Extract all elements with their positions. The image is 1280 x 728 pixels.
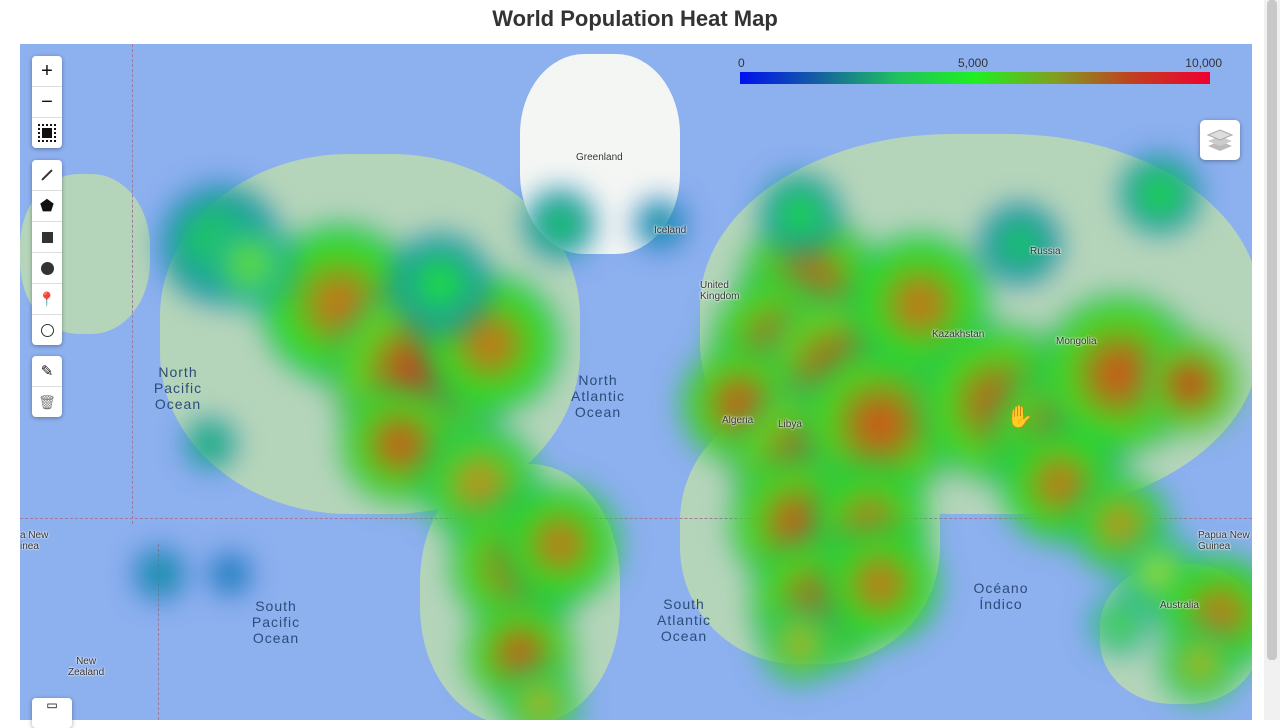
zoom-out-button[interactable]: − [32,87,62,118]
draw-circlemarker-button[interactable] [32,315,62,345]
place-libya: Libya [778,419,802,430]
heat-blob [1120,154,1200,234]
place-kazakhstan: Kazakhstan [932,329,985,340]
edit-icon: ✎ [40,363,54,380]
heat-blob [980,204,1060,284]
place-mongolia: Mongolia [1056,336,1097,347]
equator-line [20,518,1252,519]
heatmap-layer [20,44,1252,720]
dateline-border-south [158,544,159,720]
draw-circle-button[interactable] [32,253,62,284]
ocean-label-indian: Océano Índico [973,580,1029,612]
map[interactable]: North Pacific Ocean North Atlantic Ocean… [20,44,1252,720]
heat-blob [210,554,250,594]
polygon-icon: ⬟ [40,198,54,215]
draw-polyline-button[interactable] [32,160,62,191]
color-legend: 0 5,000 10,000 [738,56,1222,84]
place-australia: Australia [1160,600,1199,611]
circle-icon [40,261,54,275]
heat-blob [1140,334,1240,434]
draw-rectangle-button[interactable] [32,222,62,253]
scrollbar-thumb[interactable] [1267,0,1277,660]
legend-gradient [740,72,1210,84]
heat-blob [525,189,595,259]
layers-control-button[interactable] [1200,120,1240,160]
legend-mid: 5,000 [958,56,989,70]
rectangle-icon [41,231,53,243]
place-russia: Russia [1030,246,1061,257]
heat-blob [135,549,185,599]
zoom-in-button[interactable]: + [32,56,62,87]
hand-cursor-icon: ✋ [1006,404,1034,429]
fullscreen-button[interactable] [32,118,62,148]
place-uk: United Kingdom [700,280,740,302]
heat-blob [760,174,840,254]
dateline-border [132,44,133,524]
draw-toolbar: ⬟ 📍 [32,160,62,345]
heat-blob [635,199,685,249]
ocean-label-north-atlantic: North Atlantic Ocean [571,372,625,420]
legend-min: 0 [738,56,745,70]
fullscreen-icon [38,124,56,142]
ocean-label-north-pacific: North Pacific Ocean [153,364,203,412]
page-title: World Population Heat Map [492,6,778,31]
heat-blob [390,234,490,334]
ocean-label-south-atlantic: South Atlantic Ocean [657,596,711,644]
heat-blob [820,524,940,644]
heat-blob [500,484,620,604]
heat-blob [185,419,235,469]
delete-layers-button[interactable]: 🗑 [32,387,62,417]
heat-blob [760,604,840,684]
place-algeria: Algeria [722,415,754,426]
place-iceland: Iceland [654,225,687,236]
draw-polygon-button[interactable]: ⬟ [32,191,62,222]
edit-layers-button[interactable]: ✎ [32,356,62,387]
circlemarker-icon [40,323,54,337]
draw-marker-button[interactable]: 📍 [32,284,62,315]
heat-blob [1160,624,1240,704]
trash-icon: 🗑 [38,393,56,410]
legend-max: 10,000 [1185,56,1222,70]
layers-icon [1206,129,1234,151]
place-new-zealand: New Zealand [68,656,105,678]
place-greenland: Greenland [576,152,623,163]
heat-blob [205,219,295,309]
zoom-control: + − [32,56,62,148]
bottom-control-button[interactable]: ▭ [32,698,72,728]
marker-icon: 📍 [38,290,56,307]
place-png-right: Papua New Guinea [1198,530,1250,552]
heat-blob [1090,594,1150,654]
heat-blob [500,664,580,720]
ocean-label-south-pacific: South Pacific Ocean [251,598,301,646]
place-png-left: a New inea [20,530,49,552]
page-scrollbar[interactable] [1264,0,1280,720]
edit-toolbar: ✎ 🗑 [32,356,62,417]
polyline-icon [41,169,53,181]
